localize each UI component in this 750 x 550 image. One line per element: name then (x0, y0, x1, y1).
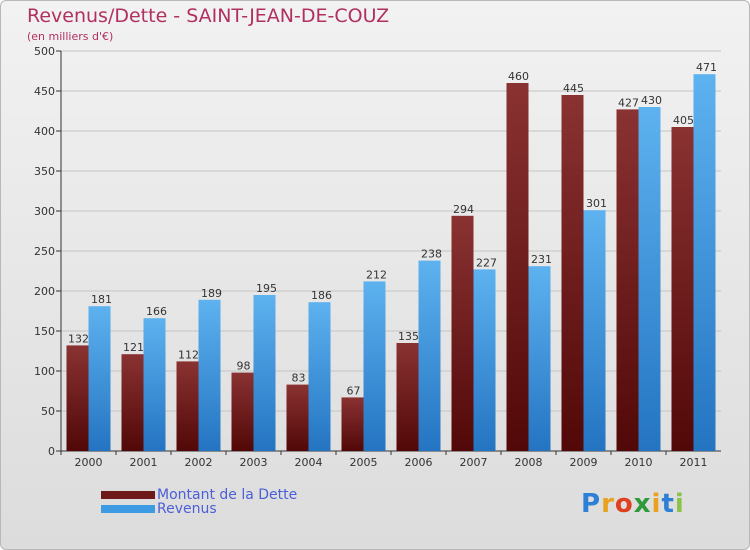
bar-revenus (363, 281, 386, 451)
grid-lines (61, 50, 721, 452)
logo-letter: x (633, 489, 652, 519)
x-tick-label: 2006 (405, 456, 433, 469)
legend-swatch-revenus (101, 505, 155, 513)
bar-dette (231, 372, 254, 451)
data-labels: 132 181 121 166 112 189 98 195 83 186 67 212 135 238 2… (68, 61, 717, 397)
bar-dette (396, 343, 419, 451)
bar-dette (616, 109, 639, 452)
x-tick-label: 2005 (350, 456, 378, 469)
data-label-dette: 445 (563, 82, 584, 95)
axes (56, 50, 721, 455)
y-tick-label: 250 (34, 245, 55, 258)
data-label-revenus: 231 (531, 253, 552, 266)
bar-dette (66, 345, 89, 451)
y-tick-label: 400 (34, 125, 55, 138)
bar-revenus (583, 210, 606, 451)
data-label-revenus: 195 (256, 282, 277, 295)
bar-dette (176, 361, 199, 451)
x-tick-label: 2010 (625, 456, 653, 469)
y-tick-label: 450 (34, 85, 55, 98)
data-label-revenus: 181 (91, 293, 112, 306)
bar-revenus (473, 269, 496, 451)
data-label-dette: 294 (453, 203, 474, 216)
logo-letter: o (614, 489, 634, 519)
legend-item-dette: Montant de la Dette (101, 487, 298, 503)
data-label-revenus: 166 (146, 305, 167, 318)
chart-title: Revenus/Dette - SAINT-JEAN-DE-COUZ (27, 5, 390, 27)
y-tick-label: 150 (34, 325, 55, 338)
y-tick-labels: 0 50 100 150 200 250 300 350 400 450 500 (34, 45, 55, 458)
bar-revenus (198, 299, 221, 451)
y-tick-label: 100 (34, 365, 55, 378)
bar-dette (286, 384, 309, 451)
bar-dette (341, 397, 364, 451)
x-tick-label: 2009 (570, 456, 598, 469)
data-label-revenus: 238 (421, 248, 442, 261)
y-tick-label: 0 (48, 445, 55, 458)
x-tick-label: 2003 (240, 456, 268, 469)
logo-letter: P (581, 489, 602, 519)
x-tick-label: 2001 (130, 456, 158, 469)
y-tick-label: 500 (34, 45, 55, 58)
x-tick-label: 2007 (460, 456, 488, 469)
data-label-dette: 427 (618, 96, 639, 109)
legend-label-dette: Montant de la Dette (157, 487, 298, 503)
bar-dette (671, 127, 694, 451)
bar-revenus (143, 318, 166, 451)
legend-swatch-dette (101, 491, 155, 499)
chart-subtitle: (en milliers d'€) (27, 30, 114, 43)
proxiti-logo: Proxiti (581, 489, 685, 519)
y-tick-label: 50 (41, 405, 55, 418)
data-label-dette: 460 (508, 70, 529, 83)
bar-revenus (693, 74, 716, 451)
data-label-revenus: 301 (586, 197, 607, 210)
y-tick-label: 300 (34, 205, 55, 218)
legend-item-revenus: Revenus (101, 501, 217, 517)
bar-dette (121, 354, 144, 451)
bar-revenus (638, 107, 661, 451)
data-label-dette: 121 (123, 341, 144, 354)
logo-letter: t (661, 489, 675, 519)
logo-letter: i (674, 489, 685, 519)
bar-revenus (253, 295, 276, 451)
bar-dette (451, 215, 474, 451)
data-label-dette: 405 (673, 114, 694, 127)
data-label-revenus: 212 (366, 268, 387, 281)
logo-letter: r (601, 489, 615, 519)
data-label-dette: 112 (178, 348, 199, 361)
logo-letter: i (651, 489, 662, 519)
y-tick-label: 200 (34, 285, 55, 298)
x-tick-labels: 2000 2001 2002 2003 2004 2005 2006 2007 2008 2009… (75, 456, 708, 469)
bar-revenus (88, 306, 111, 451)
data-label-dette: 132 (68, 332, 89, 345)
x-tick-label: 2000 (75, 456, 103, 469)
data-label-dette: 98 (237, 360, 251, 373)
bar-revenus (308, 302, 331, 451)
x-tick-label: 2011 (680, 456, 708, 469)
x-tick-label: 2008 (515, 456, 543, 469)
x-tick-label: 2004 (295, 456, 323, 469)
bar-dette (506, 83, 529, 451)
data-label-dette: 135 (398, 330, 419, 343)
bar-revenus (418, 260, 441, 451)
x-tick-label: 2002 (185, 456, 213, 469)
data-label-revenus: 227 (476, 256, 497, 269)
bar-dette (561, 95, 584, 451)
data-label-dette: 83 (292, 372, 306, 385)
y-tick-label: 350 (34, 165, 55, 178)
data-label-revenus: 186 (311, 289, 332, 302)
bar-revenus (528, 266, 551, 451)
data-label-revenus: 471 (696, 61, 717, 74)
data-label-revenus: 189 (201, 287, 222, 300)
data-label-dette: 67 (347, 384, 361, 397)
bars (66, 74, 716, 452)
legend-label-revenus: Revenus (157, 501, 217, 517)
data-label-revenus: 430 (641, 94, 662, 107)
